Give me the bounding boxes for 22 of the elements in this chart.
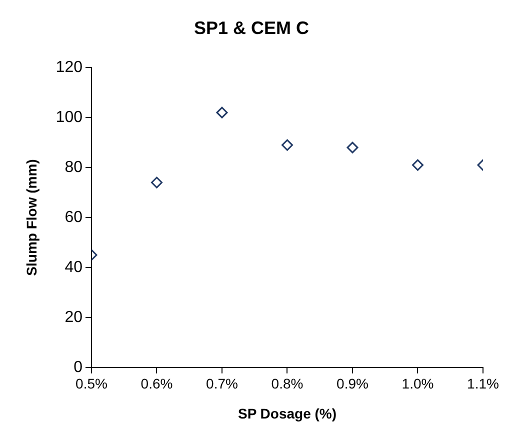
x-tick-label: 0.9%: [336, 376, 368, 392]
x-tick-label: 0.8%: [271, 376, 304, 392]
chart-title: SP1 & CEM C: [194, 18, 310, 38]
x-tick-label: 0.6%: [140, 376, 173, 392]
y-tick-label: 60: [64, 208, 83, 226]
point: [282, 139, 293, 151]
point: [346, 142, 358, 154]
point: [412, 159, 424, 171]
y-tick-label: 20: [64, 308, 83, 326]
y-tick-label: 0: [74, 358, 83, 376]
y-tick-label: 40: [64, 258, 83, 276]
x-axis-title: SP Dosage (%): [238, 405, 337, 422]
point: [150, 176, 162, 188]
y-tick-label: 120: [56, 59, 83, 76]
y-tick-label: 80: [64, 158, 83, 176]
x-tick-label: 1.0%: [402, 376, 434, 392]
y-axis-title: Slump Flow (mm): [23, 159, 40, 276]
y-tick-label: 100: [56, 108, 83, 126]
x-tick-label: 1.1%: [467, 376, 499, 392]
point: [216, 106, 228, 118]
x-tick-label: 0.5%: [76, 376, 108, 392]
x-tick-label: 0.7%: [206, 376, 238, 392]
